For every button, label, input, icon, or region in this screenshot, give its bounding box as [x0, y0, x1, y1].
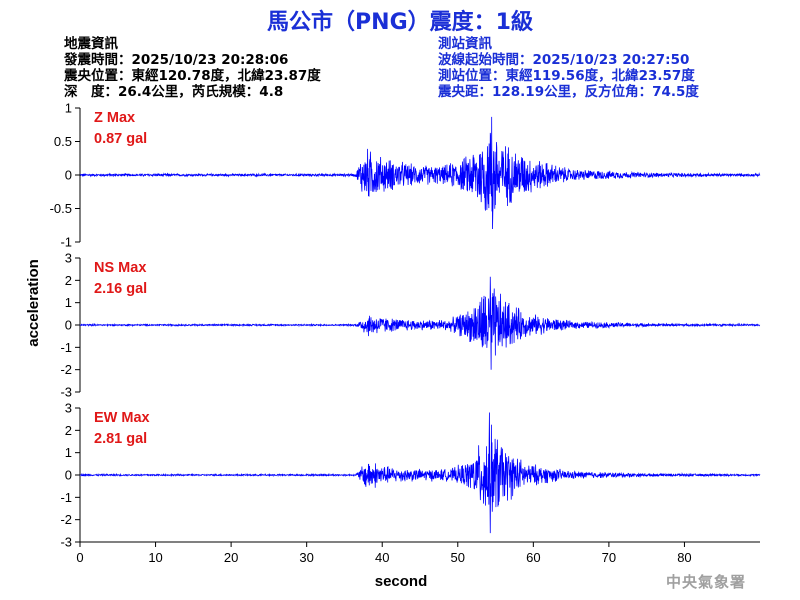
- ns-max-value: 2.16 gal: [94, 281, 147, 297]
- x-tick-label: 50: [451, 550, 465, 565]
- y-axis-label: acceleration: [25, 259, 42, 347]
- ew-y-tick-label: 3: [65, 401, 72, 416]
- ns-y-tick-label: -2: [60, 362, 72, 377]
- ew-y-tick-label: -1: [60, 490, 72, 505]
- ns-waveform: [79, 276, 761, 370]
- ew-y-tick-label: -2: [60, 512, 72, 527]
- z-y-tick-label: 0.5: [54, 134, 72, 149]
- ew-y-tick-label: 1: [65, 445, 72, 460]
- station-location: 測站位置：東經119.56度，北緯23.57度: [438, 68, 695, 84]
- ns-y-tick-label: 2: [65, 273, 72, 288]
- ns-y-tick-label: 1: [65, 295, 72, 310]
- z-y-tick-label: 0: [65, 168, 72, 183]
- x-tick-label: 0: [76, 550, 83, 565]
- station-info-block: 測站資訊 波線起始時間：2025/10/23 20:27:50 測站位置：東經1…: [438, 36, 699, 100]
- ew-y-tick-label: -3: [60, 535, 72, 550]
- z-y-tick-label: 1: [65, 101, 72, 116]
- agency-watermark: 中央氣象署: [665, 573, 746, 591]
- ew-max-value: 2.81 gal: [94, 431, 147, 447]
- ew-waveform: [79, 412, 761, 534]
- x-tick-label: 20: [224, 550, 238, 565]
- ns-y-tick-label: -1: [60, 340, 72, 355]
- origin-time: 發震時間：2025/10/23 20:28:06: [64, 52, 289, 68]
- ns-y-tick-label: -3: [60, 385, 72, 400]
- earthquake-info-block: 地震資訊 發震時間：2025/10/23 20:28:06 震央位置：東經120…: [64, 36, 321, 100]
- ns-y-tick-label: 3: [65, 251, 72, 266]
- earthquake-info-heading: 地震資訊: [64, 36, 118, 52]
- x-axis-label: second: [375, 573, 428, 590]
- z-max-label: Z Max: [94, 110, 135, 126]
- epicenter-location: 震央位置：東經120.78度，北緯23.87度: [64, 68, 321, 84]
- z-y-tick-label: -1: [60, 235, 72, 250]
- ns-max-label: NS Max: [94, 260, 146, 276]
- x-tick-label: 30: [299, 550, 313, 565]
- epicentral-distance: 震央距：128.19公里，反方位角：74.5度: [438, 84, 699, 100]
- depth-magnitude: 深 度：26.4公里，芮氏規模：4.8: [64, 84, 284, 100]
- ew-max-label: EW Max: [94, 410, 150, 426]
- ns-y-tick-label: 0: [65, 318, 72, 333]
- z-max-value: 0.87 gal: [94, 131, 147, 147]
- station-info-heading: 測站資訊: [438, 36, 492, 52]
- x-tick-label: 60: [526, 550, 540, 565]
- z-waveform: [79, 116, 761, 230]
- ew-y-tick-label: 2: [65, 423, 72, 438]
- wave-start-time: 波線起始時間：2025/10/23 20:27:50: [438, 52, 690, 68]
- z-y-tick-label: -0.5: [50, 201, 72, 216]
- x-tick-label: 40: [375, 550, 389, 565]
- x-tick-label: 70: [602, 550, 616, 565]
- page-title: 馬公市（PNG）震度：1級: [267, 10, 533, 35]
- ew-y-tick-label: 0: [65, 468, 72, 483]
- x-tick-label: 10: [148, 550, 162, 565]
- x-tick-label: 80: [677, 550, 691, 565]
